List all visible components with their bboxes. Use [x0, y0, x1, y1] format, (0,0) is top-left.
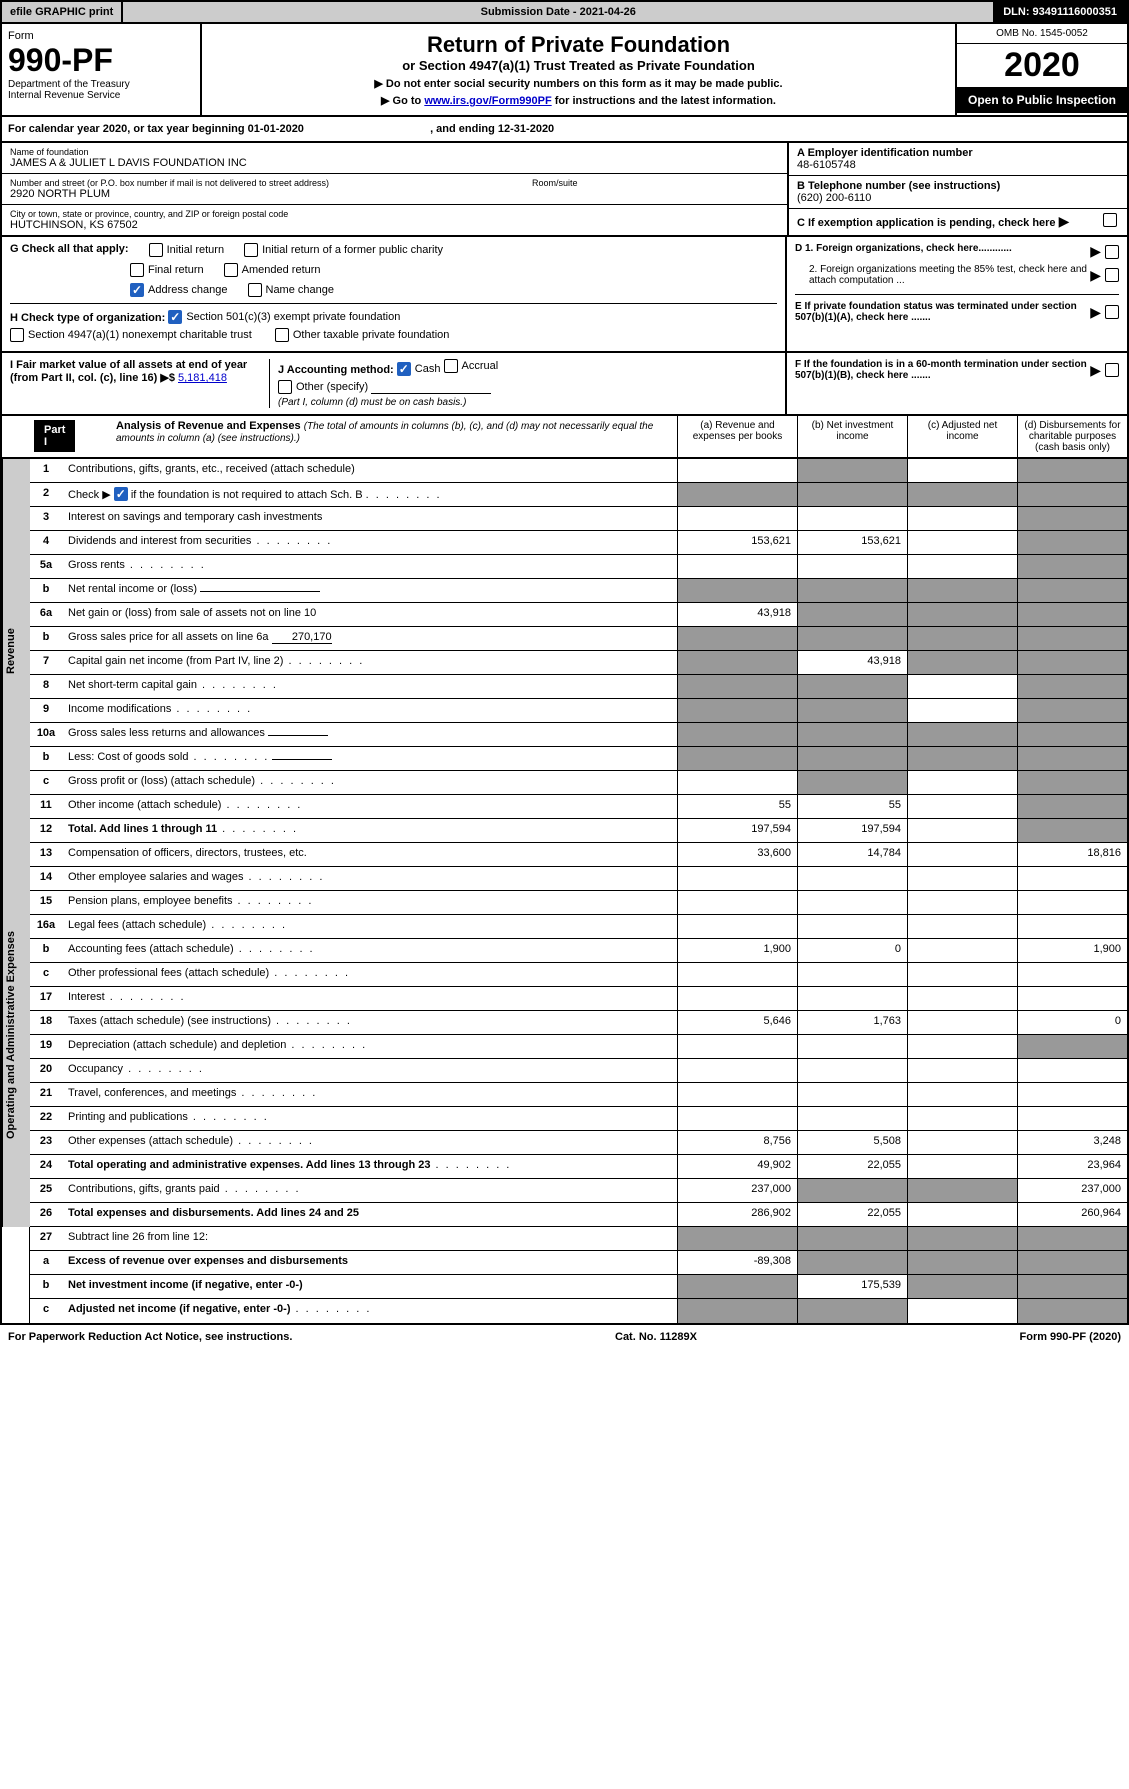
city-state-zip: HUTCHINSON, KS 67502	[10, 219, 779, 231]
cb-501c3[interactable]: Section 501(c)(3) exempt private foundat…	[168, 310, 400, 324]
opex-side-label: Operating and Administrative Expenses	[2, 843, 30, 1227]
submission-date: Submission Date - 2021-04-26	[123, 2, 995, 22]
form-label: Form	[8, 30, 194, 42]
address-cell: Number and street (or P.O. box number if…	[2, 174, 787, 205]
cb-initial[interactable]: Initial return	[149, 243, 224, 257]
section-i-j: I Fair market value of all assets at end…	[2, 353, 787, 414]
irs-link[interactable]: www.irs.gov/Form990PF	[424, 95, 551, 107]
tax-year: 2020	[957, 44, 1127, 87]
paperwork-notice: For Paperwork Reduction Act Notice, see …	[8, 1331, 292, 1343]
section-d-e: D 1. Foreign organizations, check here..…	[787, 237, 1127, 351]
header-right: OMB No. 1545-0052 2020 Open to Public In…	[957, 24, 1127, 115]
col-a-head: (a) Revenue and expenses per books	[677, 416, 797, 457]
cb-accrual[interactable]: Accrual	[444, 359, 499, 373]
j-label: J Accounting method:	[278, 364, 394, 376]
section-i-j-f: I Fair market value of all assets at end…	[0, 353, 1129, 416]
header-center: Return of Private Foundation or Section …	[202, 24, 957, 115]
cb-sch-b[interactable]	[114, 487, 128, 501]
cb-name-change[interactable]: Name change	[248, 283, 335, 297]
revenue-table: Revenue 1Contributions, gifts, grants, e…	[2, 459, 1127, 843]
opex-table: Operating and Administrative Expenses 13…	[2, 843, 1127, 1227]
section-g-h-left: G Check all that apply: Initial return I…	[2, 237, 787, 351]
info-right: A Employer identification number 48-6105…	[787, 143, 1127, 235]
cb-terminated[interactable]: ▶	[1090, 301, 1119, 323]
fmv-value[interactable]: 5,181,418	[178, 372, 227, 384]
note-ssn: ▶ Do not enter social security numbers o…	[210, 77, 947, 90]
cb-cash[interactable]: Cash	[397, 362, 441, 376]
cb-address-change[interactable]: Address change	[130, 283, 228, 297]
h-label: H Check type of organization:	[10, 312, 165, 324]
city-cell: City or town, state or province, country…	[2, 205, 787, 235]
dln: DLN: 93491116000351	[995, 2, 1127, 22]
g-label: G Check all that apply:	[10, 243, 129, 257]
ein: 48-6105748	[797, 159, 1119, 171]
open-inspection: Open to Public Inspection	[957, 87, 1127, 113]
omb-number: OMB No. 1545-0052	[957, 24, 1127, 44]
foundation-name: JAMES A & JULIET L DAVIS FOUNDATION INC	[10, 157, 779, 169]
form-subtitle: or Section 4947(a)(1) Trust Treated as P…	[210, 58, 947, 73]
subtract-table: 27Subtract line 26 from line 12: aExcess…	[2, 1227, 1127, 1323]
phone-cell: B Telephone number (see instructions) (6…	[789, 176, 1127, 209]
form-title: Return of Private Foundation	[210, 32, 947, 58]
form-number: 990-PF	[8, 42, 194, 79]
cb-final[interactable]: Final return	[130, 263, 204, 277]
note-goto: ▶ Go to www.irs.gov/Form990PF for instru…	[210, 94, 947, 107]
cat-no: Cat. No. 11289X	[615, 1331, 697, 1343]
part1-title: Analysis of Revenue and Expenses	[116, 420, 301, 432]
cb-other-taxable[interactable]: Other taxable private foundation	[275, 328, 450, 342]
arrow-icon: ▶	[1059, 213, 1070, 229]
col-b-head: (b) Net investment income	[797, 416, 907, 457]
page-footer: For Paperwork Reduction Act Notice, see …	[0, 1325, 1129, 1349]
col-c-head: (c) Adjusted net income	[907, 416, 1017, 457]
phone: (620) 200-6110	[797, 192, 1119, 204]
ein-cell: A Employer identification number 48-6105…	[789, 143, 1127, 176]
cb-85pct[interactable]: ▶	[1090, 264, 1119, 286]
cb-60month[interactable]: ▶	[1090, 359, 1119, 381]
form-header: Form 990-PF Department of the Treasury I…	[0, 24, 1129, 117]
part1-header-row: Part I Analysis of Revenue and Expenses …	[2, 416, 1127, 459]
part1: Part I Analysis of Revenue and Expenses …	[0, 416, 1129, 1325]
foundation-name-cell: Name of foundation JAMES A & JULIET L DA…	[2, 143, 787, 174]
end-date: 12-31-2020	[498, 123, 554, 135]
cb-4947[interactable]: Section 4947(a)(1) nonexempt charitable …	[10, 328, 252, 342]
pending-cell: C If exemption application is pending, c…	[789, 209, 1127, 234]
address: 2920 NORTH PLUM	[10, 188, 779, 200]
room-suite-label: Room/suite	[532, 178, 578, 188]
revenue-side-label: Revenue	[2, 459, 30, 843]
j-note: (Part I, column (d) must be on cash basi…	[278, 397, 777, 408]
cb-initial-former[interactable]: Initial return of a former public charit…	[244, 243, 443, 257]
header-left: Form 990-PF Department of the Treasury I…	[2, 24, 202, 115]
section-f: F If the foundation is in a 60-month ter…	[787, 353, 1127, 414]
col-d-head: (d) Disbursements for charitable purpose…	[1017, 416, 1127, 457]
efile-label[interactable]: efile GRAPHIC print	[2, 2, 123, 22]
irs-label: Internal Revenue Service	[8, 90, 194, 101]
form-ref: Form 990-PF (2020)	[1020, 1331, 1121, 1343]
cb-other-method[interactable]: Other (specify)	[278, 380, 368, 394]
dept-label: Department of the Treasury	[8, 79, 194, 90]
topbar: efile GRAPHIC print Submission Date - 20…	[0, 0, 1129, 24]
begin-date: 01-01-2020	[248, 123, 304, 135]
info-left: Name of foundation JAMES A & JULIET L DA…	[2, 143, 787, 235]
section-g-h-row: G Check all that apply: Initial return I…	[0, 237, 1129, 353]
cb-amended[interactable]: Amended return	[224, 263, 321, 277]
calendar-year-row: For calendar year 2020, or tax year begi…	[0, 117, 1129, 143]
cb-foreign-org[interactable]: ▶	[1090, 243, 1119, 260]
pending-checkbox[interactable]	[1103, 213, 1117, 227]
info-block: Name of foundation JAMES A & JULIET L DA…	[0, 143, 1129, 237]
